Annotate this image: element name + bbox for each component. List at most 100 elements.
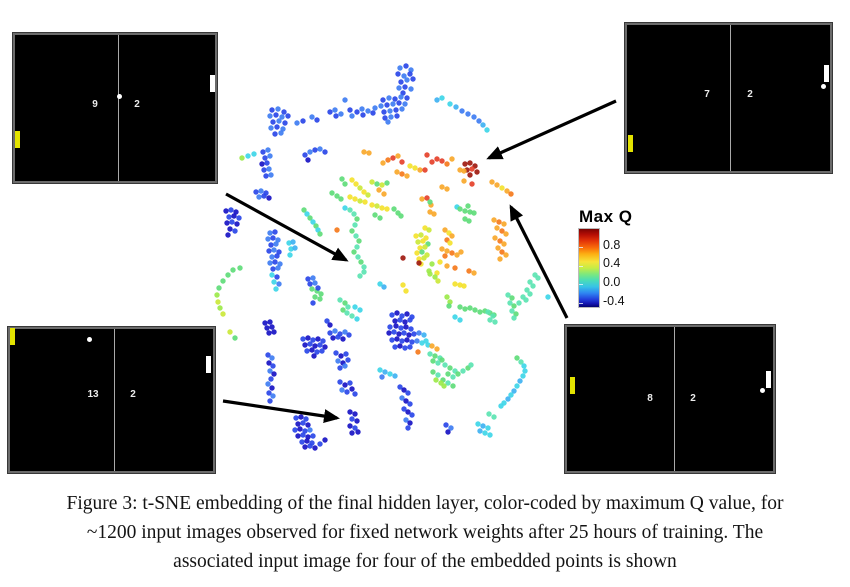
tsne-point xyxy=(356,238,362,244)
tsne-point xyxy=(274,124,280,130)
tsne-point xyxy=(409,412,415,418)
tsne-point xyxy=(444,248,450,254)
tsne-point xyxy=(407,317,413,323)
tsne-point xyxy=(344,389,350,395)
tsne-point xyxy=(262,155,268,161)
tsne-point xyxy=(226,214,232,220)
tsne-point xyxy=(349,228,355,234)
tsne-point xyxy=(424,195,430,201)
tsne-point xyxy=(447,365,453,371)
tsne-point xyxy=(272,229,278,235)
tsne-point xyxy=(403,324,409,330)
tsne-point xyxy=(393,323,399,329)
tsne-point xyxy=(279,114,285,120)
tsne-point xyxy=(405,390,411,396)
tsne-point xyxy=(307,215,313,221)
tsne-point xyxy=(454,252,460,258)
colorbar-label-0.0: 0.0 xyxy=(603,275,621,289)
tsne-point xyxy=(379,182,385,188)
tsne-point xyxy=(347,423,353,429)
tsne-point xyxy=(217,305,223,311)
tsne-point xyxy=(317,231,323,237)
tsne-point xyxy=(437,259,443,265)
tsne-point xyxy=(354,316,360,322)
tsne-point xyxy=(409,339,415,345)
tsne-point xyxy=(313,223,319,229)
tsne-point xyxy=(402,345,408,351)
tsne-point xyxy=(317,342,323,348)
tsne-point xyxy=(518,359,524,365)
tsne-point xyxy=(265,147,271,153)
tsne-point xyxy=(466,218,472,224)
tsne-point xyxy=(403,417,409,423)
tsne-point xyxy=(421,255,427,261)
tsne-point xyxy=(354,109,360,115)
tsne-point xyxy=(391,329,397,335)
tsne-point xyxy=(290,239,296,245)
tsne-point xyxy=(407,163,413,169)
tsne-point xyxy=(465,111,471,117)
tsne-point xyxy=(310,337,316,343)
tsne-point xyxy=(446,303,452,309)
colorbar-tick xyxy=(579,303,583,305)
tsne-point xyxy=(387,108,393,114)
tsne-point xyxy=(352,304,358,310)
tsne-point xyxy=(353,233,359,239)
tsne-point xyxy=(490,313,496,319)
tsne-point xyxy=(266,195,272,201)
tsne-point xyxy=(327,330,333,336)
tsne-point xyxy=(476,118,482,124)
tsne-point xyxy=(400,90,406,96)
tsne-point xyxy=(335,358,341,364)
tsne-point xyxy=(267,368,273,374)
tsne-point xyxy=(342,300,348,306)
tsne-point xyxy=(439,184,445,190)
tsne-point xyxy=(396,100,402,106)
tsne-point xyxy=(262,320,268,326)
colorbar-tick xyxy=(579,265,583,267)
tsne-point xyxy=(492,319,498,325)
tsne-point xyxy=(397,384,403,390)
tsne-point xyxy=(349,177,355,183)
tsne-point xyxy=(509,295,515,301)
tsne-point xyxy=(491,414,497,420)
tsne-point xyxy=(224,220,230,226)
tsne-point xyxy=(362,199,368,205)
left-paddle xyxy=(628,135,633,152)
tsne-point xyxy=(448,425,454,431)
tsne-point xyxy=(319,348,325,354)
tsne-point xyxy=(266,166,272,172)
tsne-point xyxy=(426,227,432,233)
tsne-point xyxy=(369,202,375,208)
tsne-point xyxy=(505,396,511,402)
tsne-point xyxy=(339,387,345,393)
tsne-point xyxy=(443,422,449,428)
tsne-point xyxy=(439,357,445,363)
tsne-point xyxy=(392,344,398,350)
tsne-point xyxy=(302,342,308,348)
tsne-point xyxy=(432,353,438,359)
tsne-point xyxy=(378,103,384,109)
tsne-point xyxy=(282,120,288,126)
tsne-point xyxy=(310,433,316,439)
tsne-point xyxy=(309,114,315,120)
tsne-point xyxy=(361,264,367,270)
tsne-point xyxy=(294,120,300,126)
tsne-point xyxy=(259,161,265,167)
tsne-point xyxy=(352,425,358,431)
tsne-point xyxy=(312,147,318,153)
tsne-point xyxy=(477,428,483,434)
tsne-point xyxy=(392,373,398,379)
tsne-point xyxy=(307,149,313,155)
tsne-point xyxy=(300,118,306,124)
tsne-point xyxy=(266,330,272,336)
tsne-point xyxy=(527,279,533,285)
tsne-point xyxy=(404,173,410,179)
tsne-point xyxy=(214,292,220,298)
tsne-point xyxy=(401,330,407,336)
tsne-point xyxy=(435,372,441,378)
tsne-point xyxy=(357,273,363,279)
tsne-point xyxy=(267,398,273,404)
tsne-point xyxy=(345,304,351,310)
tsne-point xyxy=(392,318,398,324)
